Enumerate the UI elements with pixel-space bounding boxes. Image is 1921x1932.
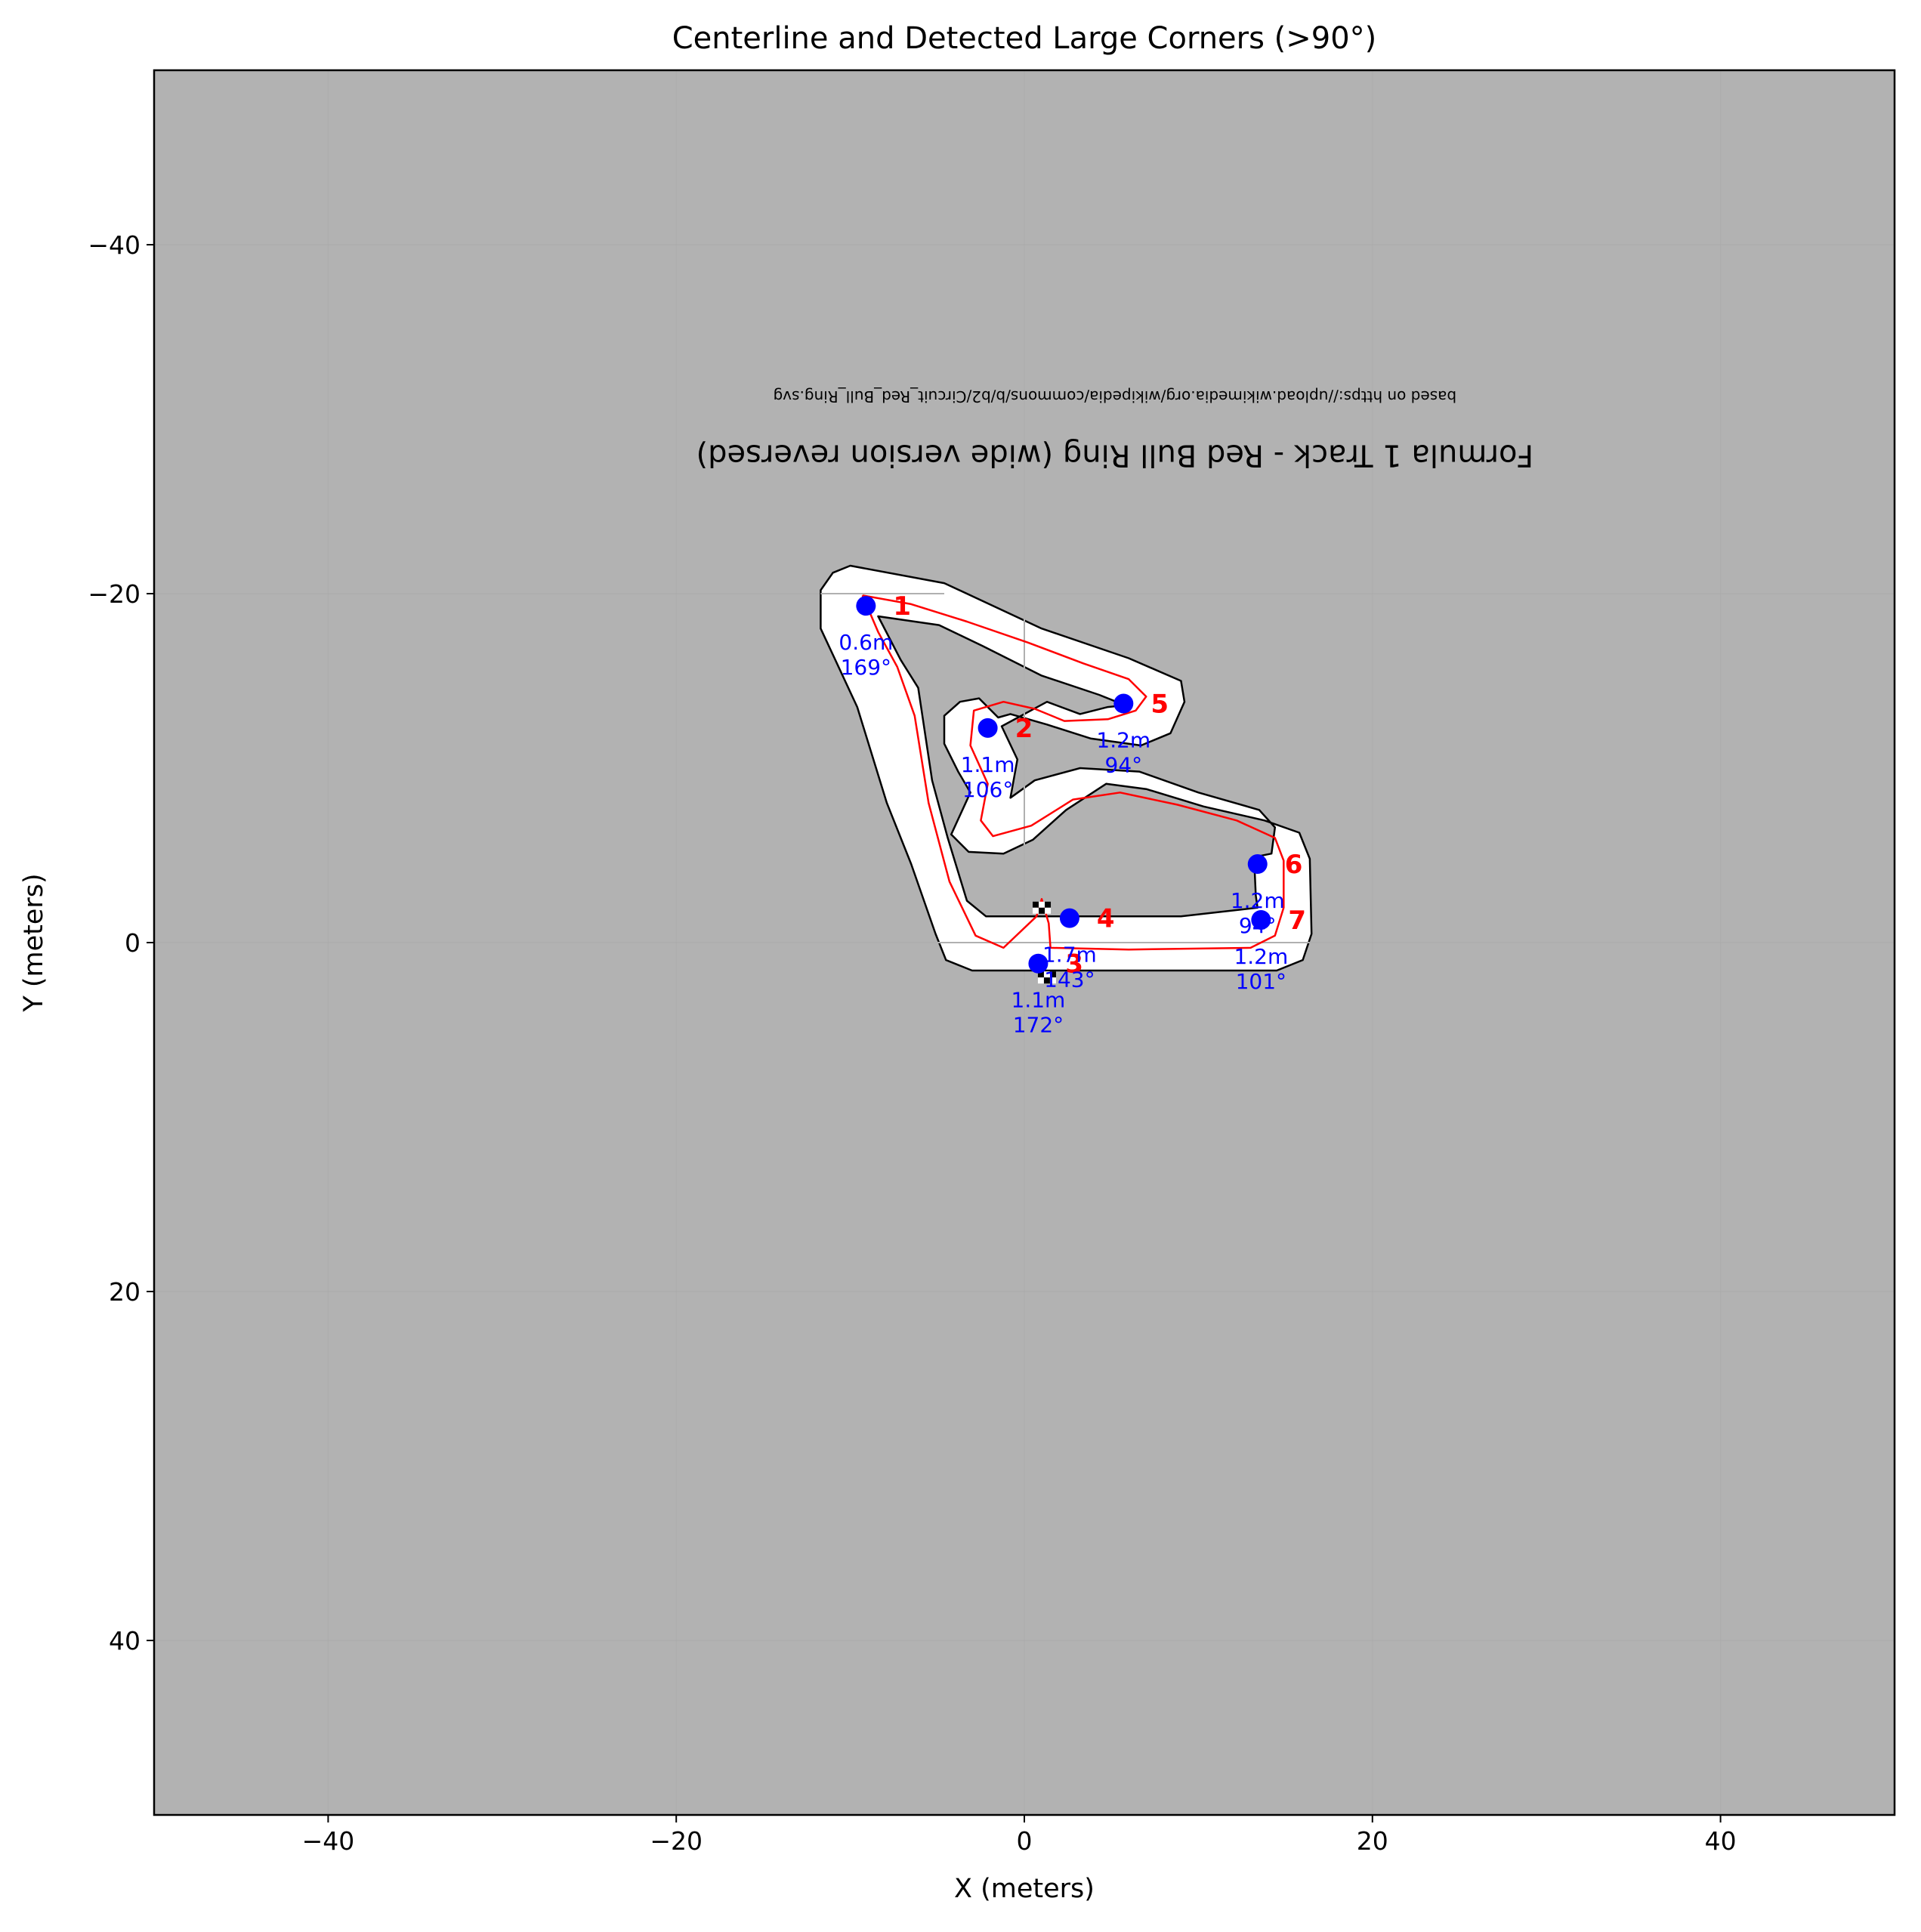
- corner-number-label: 5: [1150, 690, 1169, 720]
- corner-angle-label: 101°: [1236, 969, 1286, 994]
- checker-square: [1033, 901, 1039, 908]
- corner-distance-label: 1.7m: [1042, 943, 1097, 968]
- corner-point: [856, 596, 876, 616]
- checker-square: [1043, 977, 1050, 984]
- x-tick-label: 0: [1017, 1826, 1033, 1856]
- corner-distance-label: 1.2m: [1234, 944, 1288, 969]
- checker-square: [1049, 971, 1056, 978]
- checker-square: [1043, 971, 1050, 978]
- corner-number-label: 2: [1015, 714, 1033, 744]
- x-axis-label: X (meters): [954, 1874, 1095, 1904]
- centerline: [861, 594, 1285, 951]
- corner-angle-label: 106°: [962, 777, 1013, 802]
- x-tick-label: 40: [1705, 1826, 1737, 1856]
- track-inset-labels: Formula 1 Track - Red Bull Ring (wide ve…: [696, 387, 1533, 473]
- corner-angle-label: 143°: [1044, 968, 1095, 992]
- checker-square: [1037, 977, 1044, 984]
- corner-markers: 10.6m169°21.1m106°31.1m172°41.7m143°51.2…: [839, 591, 1306, 1038]
- y-tick-label: −20: [88, 579, 141, 609]
- checker-square: [1033, 907, 1039, 914]
- corner-point: [977, 718, 998, 738]
- x-tick-label: −20: [650, 1826, 703, 1856]
- y-tick-label: 40: [109, 1626, 141, 1656]
- corner-point: [1251, 909, 1271, 930]
- checker-square: [1039, 907, 1045, 914]
- y-tick-label: −40: [88, 230, 141, 260]
- y-axis-label: Y (meters): [19, 873, 49, 1012]
- x-tick-label: −40: [302, 1826, 355, 1856]
- checker-square: [1037, 971, 1044, 978]
- corner-angle-label: 172°: [1013, 1013, 1064, 1038]
- checker-square: [1039, 901, 1045, 908]
- corner-number-label: 3: [1065, 949, 1083, 980]
- start-finish-marker: [1033, 901, 1052, 914]
- corner-point: [1059, 908, 1079, 928]
- start-finish-marker: [1037, 971, 1056, 984]
- checker-square: [1045, 901, 1052, 908]
- corner-point: [1247, 854, 1268, 875]
- corner-number-label: 6: [1285, 850, 1303, 880]
- checker-square: [1049, 977, 1056, 984]
- corner-distance-label: 0.6m: [839, 630, 893, 655]
- corner-distance-label: 1.1m: [1011, 988, 1066, 1013]
- chart-title: Centerline and Detected Large Corners (>…: [672, 21, 1377, 56]
- corner-distance-label: 1.2m: [1231, 888, 1285, 913]
- corner-angle-label: 94°: [1105, 753, 1143, 778]
- y-tick-label: 20: [109, 1277, 141, 1307]
- corner-point: [1028, 953, 1049, 974]
- corner-distance-label: 1.2m: [1096, 728, 1150, 753]
- x-axis-ticks: −40 −20 0 20 40: [302, 1815, 1737, 1856]
- corner-distance-label: 1.1m: [961, 752, 1015, 777]
- checker-square: [1045, 907, 1052, 914]
- inset-track-title: Formula 1 Track - Red Bull Ring (wide ve…: [696, 438, 1533, 473]
- corner-angle-label: 169°: [841, 655, 891, 680]
- corner-number-label: 1: [893, 591, 911, 622]
- inset-track-credit: based on https://upload.wikimedia.org/wi…: [774, 387, 1457, 406]
- corner-number-label: 7: [1288, 906, 1306, 936]
- y-tick-label: 0: [125, 928, 141, 958]
- corner-point: [1113, 693, 1134, 714]
- y-axis-ticks: −40 −20 0 20 40: [88, 230, 154, 1656]
- x-tick-label: 20: [1357, 1826, 1388, 1856]
- corner-number-label: 4: [1097, 904, 1115, 934]
